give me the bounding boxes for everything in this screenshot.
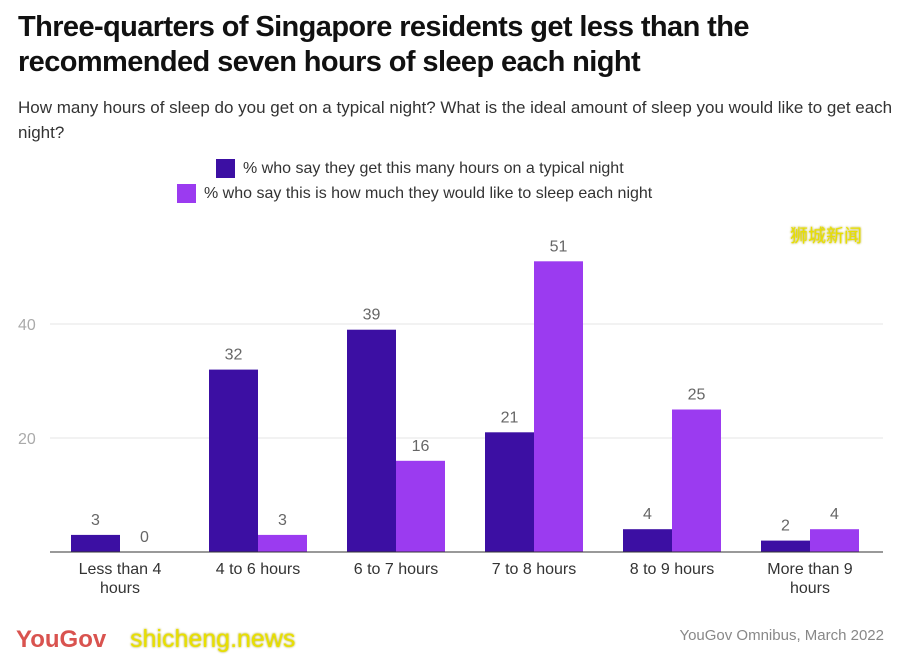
- yougov-logo: YouGov: [16, 626, 107, 653]
- bar: [347, 329, 396, 552]
- data-label: 25: [688, 387, 706, 404]
- chart-title: Three-quarters of Singapore residents ge…: [18, 11, 749, 78]
- bar: [761, 540, 810, 552]
- data-label: 16: [412, 438, 430, 455]
- x-tick-label: 6 to 7 hours: [354, 561, 439, 578]
- x-tick-label: 4 to 6 hours: [216, 561, 301, 578]
- legend-item-typical: % who say they get this many hours on a …: [216, 159, 624, 178]
- data-label: 3: [278, 512, 287, 529]
- bar: [71, 534, 120, 552]
- bar: [672, 409, 721, 552]
- legend-swatch-ideal: [177, 184, 196, 203]
- data-label: 2: [781, 518, 790, 535]
- data-label: 4: [830, 506, 839, 523]
- data-label: 4: [643, 506, 652, 523]
- bar: [810, 529, 859, 552]
- source-note: YouGov Omnibus, March 2022: [679, 627, 884, 644]
- data-label: 3: [91, 512, 100, 529]
- bar: [623, 529, 672, 552]
- data-label: 39: [363, 307, 381, 324]
- legend-label-typical: % who say they get this many hours on a …: [243, 159, 624, 177]
- data-label: 32: [225, 347, 243, 364]
- x-tick-label: 8 to 9 hours: [630, 561, 715, 578]
- chart-subtitle: How many hours of sleep do you get on a …: [18, 98, 893, 142]
- bar: [258, 534, 307, 552]
- bar: [209, 369, 258, 552]
- y-tick-label: 20: [18, 431, 36, 448]
- data-label: 21: [501, 409, 519, 426]
- bar: [485, 432, 534, 552]
- bar: [396, 460, 445, 552]
- watermark-cn: 狮城新闻: [790, 226, 862, 246]
- legend-item-ideal: % who say this is how much they would li…: [177, 184, 652, 203]
- legend-label-ideal: % who say this is how much they would li…: [204, 184, 653, 202]
- x-tick-label: 7 to 8 hours: [492, 561, 577, 578]
- bar: [534, 261, 583, 552]
- data-label: 0: [140, 529, 149, 546]
- data-label: 51: [550, 238, 568, 255]
- watermark-en: shicheng.news: [130, 625, 296, 653]
- x-tick-label: Less than 4 hours: [79, 561, 162, 597]
- x-tick-label: More than 9 hours: [767, 561, 852, 597]
- legend-swatch-typical: [216, 159, 235, 178]
- y-tick-label: 40: [18, 317, 36, 334]
